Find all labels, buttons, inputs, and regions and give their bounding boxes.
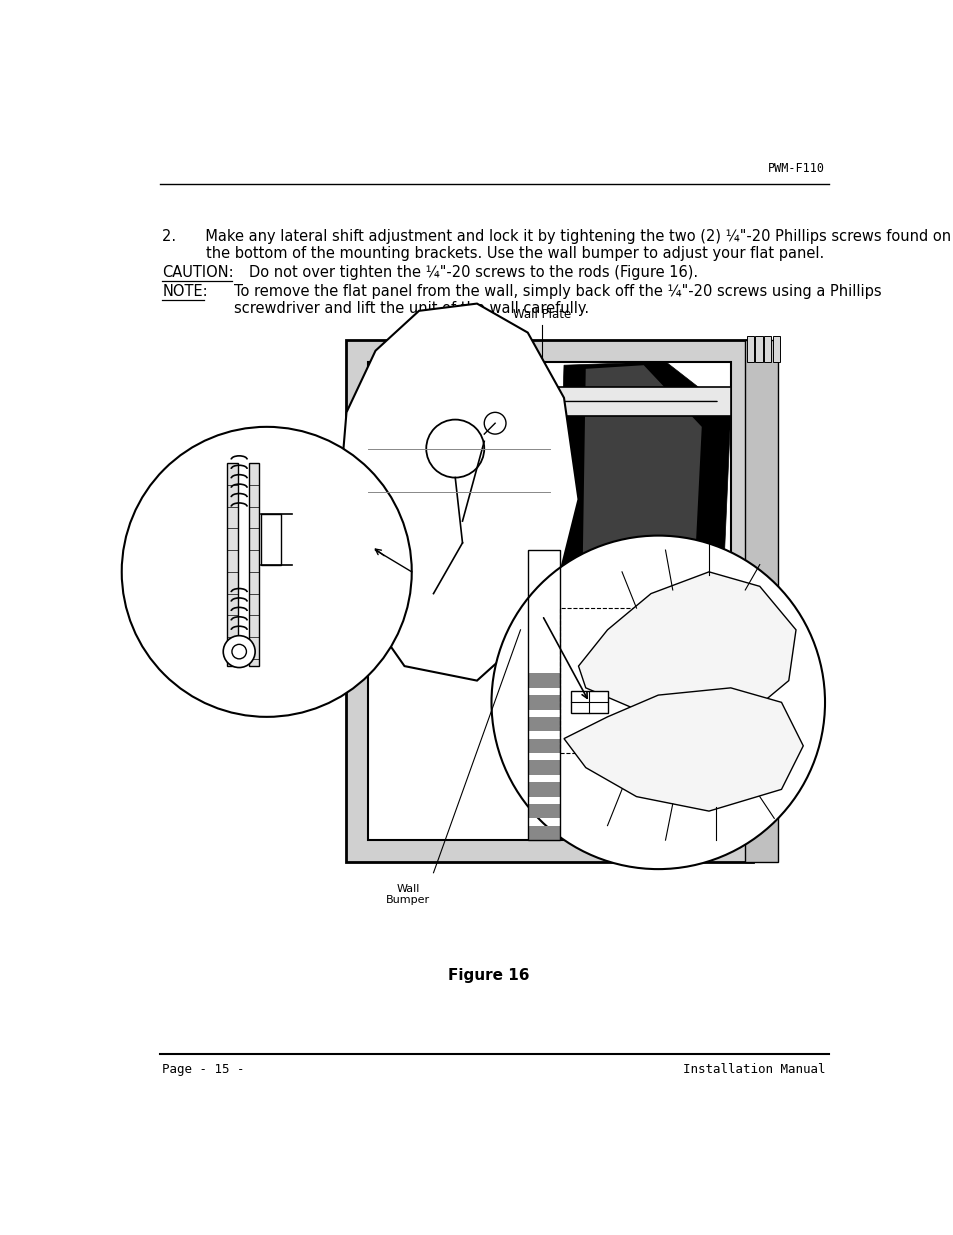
Text: Wall
Bumper: Wall Bumper bbox=[386, 883, 430, 905]
Circle shape bbox=[223, 636, 254, 668]
Bar bbox=[368, 362, 730, 840]
Bar bbox=[772, 336, 780, 362]
Bar bbox=[527, 673, 559, 688]
Bar bbox=[559, 608, 654, 753]
Text: CAUTION:: CAUTION: bbox=[162, 266, 233, 280]
Bar bbox=[527, 782, 559, 797]
Bar bbox=[755, 336, 761, 362]
Bar bbox=[527, 761, 559, 774]
Bar bbox=[433, 391, 451, 412]
Text: screwdriver and lift the unit of the wall carefully.: screwdriver and lift the unit of the wal… bbox=[233, 301, 588, 316]
Text: Do not over tighten the ¼"-20 screws to the rods (Figure 16).: Do not over tighten the ¼"-20 screws to … bbox=[249, 266, 697, 280]
Bar bbox=[261, 514, 281, 564]
Text: PWM-F110: PWM-F110 bbox=[767, 162, 824, 175]
Bar bbox=[527, 716, 559, 731]
Circle shape bbox=[122, 427, 412, 716]
Bar bbox=[396, 391, 415, 412]
Bar bbox=[469, 391, 487, 412]
Polygon shape bbox=[578, 366, 701, 832]
Polygon shape bbox=[339, 304, 578, 680]
Bar bbox=[571, 692, 607, 714]
Bar bbox=[346, 340, 752, 862]
Bar bbox=[527, 739, 559, 753]
Bar bbox=[527, 826, 559, 840]
Text: Wall Plate: Wall Plate bbox=[513, 308, 571, 321]
Polygon shape bbox=[578, 572, 795, 724]
Circle shape bbox=[491, 536, 824, 869]
Text: To remove the flat panel from the wall, simply back off the ¼"-20 screws using a: To remove the flat panel from the wall, … bbox=[233, 284, 881, 299]
Text: Page - 15 -: Page - 15 - bbox=[162, 1063, 244, 1076]
Text: NOTE:: NOTE: bbox=[162, 284, 208, 299]
Text: Installation Manual: Installation Manual bbox=[682, 1063, 824, 1076]
Text: Figure 16: Figure 16 bbox=[448, 968, 529, 983]
Bar bbox=[763, 336, 771, 362]
Polygon shape bbox=[549, 362, 730, 840]
Bar bbox=[227, 463, 237, 666]
Polygon shape bbox=[563, 688, 802, 811]
Bar bbox=[746, 336, 753, 362]
Bar bbox=[249, 463, 259, 666]
Bar bbox=[360, 387, 730, 416]
Bar bbox=[744, 340, 777, 862]
Bar bbox=[527, 550, 559, 840]
Text: 2.  Make any lateral shift adjustment and lock it by tightening the two (2) ¼"-2: 2. Make any lateral shift adjustment and… bbox=[162, 228, 950, 245]
Bar bbox=[527, 804, 559, 819]
Bar bbox=[527, 695, 559, 710]
Text: the bottom of the mounting brackets. Use the wall bumper to adjust your flat pan: the bottom of the mounting brackets. Use… bbox=[206, 246, 824, 261]
